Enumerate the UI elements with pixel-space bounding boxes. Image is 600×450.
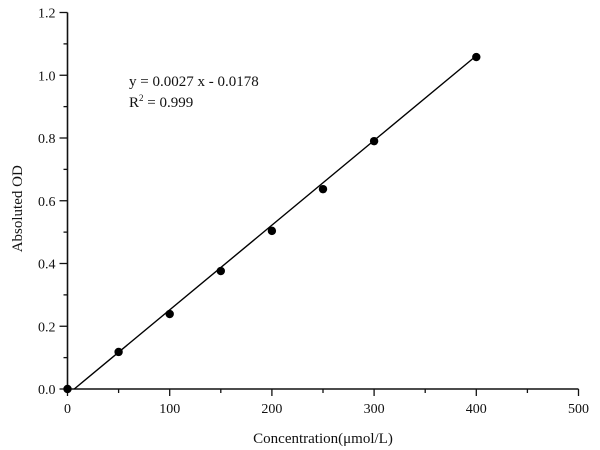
y-tick-label: 0.8 bbox=[38, 132, 56, 147]
y-tick-label: 1.2 bbox=[38, 7, 56, 22]
r-squared: R2 = 0.999 bbox=[129, 93, 193, 113]
r-squared-value: = 0.999 bbox=[143, 95, 194, 111]
fit-equation: y = 0.0027 x - 0.0178 bbox=[129, 74, 259, 90]
x-tick-label: 300 bbox=[364, 402, 385, 417]
r-squared-base: R bbox=[129, 95, 140, 111]
x-tick-label: 500 bbox=[568, 402, 589, 417]
data-point bbox=[216, 266, 225, 276]
data-point bbox=[318, 184, 328, 194]
y-tick-label: 1.0 bbox=[38, 69, 56, 84]
fit-line bbox=[73, 55, 477, 390]
x-tick-label: 0 bbox=[64, 402, 71, 417]
r-squared-exponent: 2 bbox=[139, 93, 144, 103]
x-tick-label: 100 bbox=[159, 402, 180, 417]
y-axis-title: Absoluted OD bbox=[10, 165, 26, 252]
data-point bbox=[472, 52, 481, 62]
x-tick-label: 200 bbox=[261, 402, 282, 417]
data-point bbox=[267, 226, 277, 236]
data-point bbox=[63, 384, 72, 394]
y-tick-label: 0.4 bbox=[38, 258, 56, 273]
y-tick-label: 0.2 bbox=[38, 320, 56, 335]
y-tick-label: 0.6 bbox=[38, 195, 56, 210]
data-point bbox=[114, 347, 123, 357]
data-point bbox=[165, 309, 174, 319]
y-tick-label: 0.0 bbox=[38, 383, 56, 398]
data-point bbox=[369, 136, 379, 146]
x-tick-label: 400 bbox=[466, 402, 487, 417]
x-axis-title: Concentration(μmol/L) bbox=[253, 431, 393, 447]
